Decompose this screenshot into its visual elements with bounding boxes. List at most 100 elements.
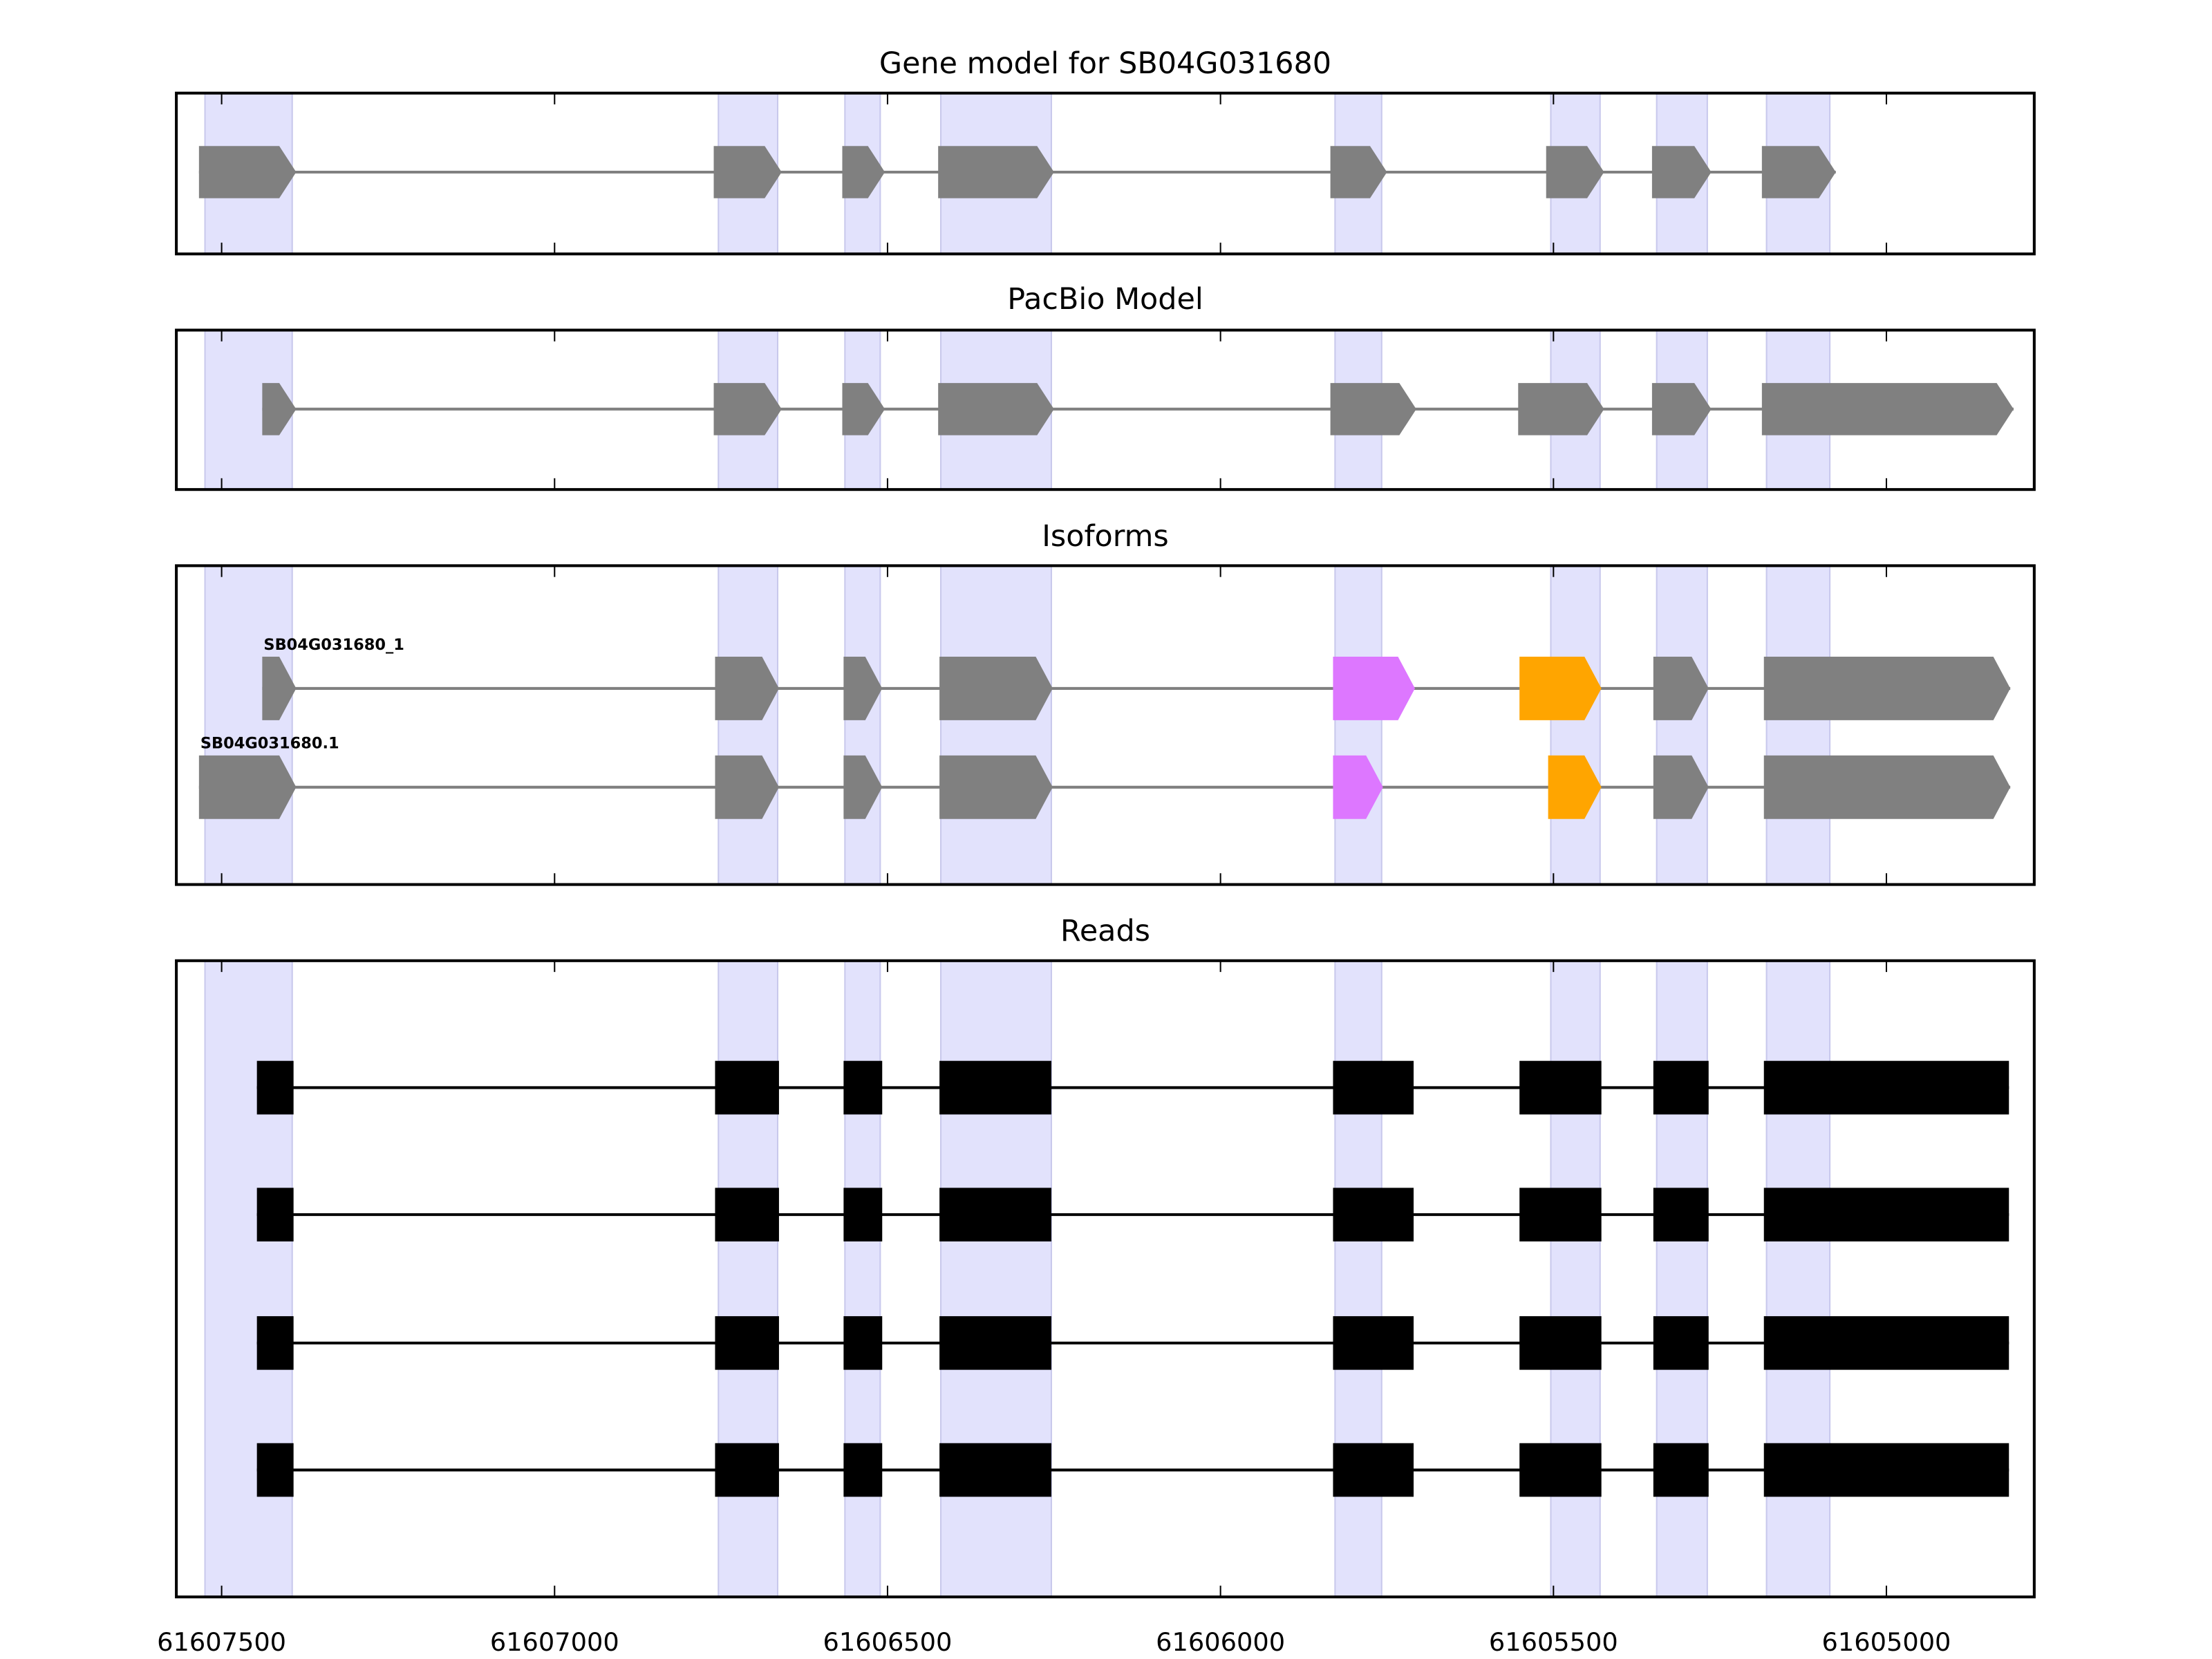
exon-arrow (715, 657, 779, 720)
read-exon (1519, 1060, 1602, 1115)
read-exon (1333, 1188, 1414, 1241)
read-exon (939, 1316, 1051, 1370)
panel-frame (175, 91, 2036, 256)
panel-1: Gene model for SB04G031680 (175, 46, 2036, 256)
exon-arrow (1651, 383, 1712, 435)
track-2: SB04G031680.1 (198, 735, 2011, 819)
x-tick-label: 61606500 (823, 1627, 953, 1657)
shaded-exon-region (940, 565, 1052, 885)
read-exon (1763, 1060, 2009, 1115)
read-exon (939, 1060, 1051, 1115)
read-exon (843, 1188, 883, 1241)
read-exon (1519, 1188, 1602, 1241)
read-exon (1519, 1443, 1602, 1497)
shaded-exon-region (1334, 565, 1382, 885)
read-exon (939, 1443, 1051, 1497)
read-exon (715, 1443, 779, 1497)
exon-arrow (843, 657, 883, 720)
read-exon (1763, 1188, 2009, 1241)
read-exon (256, 1443, 294, 1497)
track-1 (256, 1060, 2009, 1115)
panel-2: PacBio Model (175, 282, 2036, 491)
shaded-exon-region (1550, 959, 1601, 1598)
exon-arrow (1761, 383, 2014, 435)
read-exon (843, 1443, 883, 1497)
read-exon (1653, 1443, 1709, 1497)
x-tick-label: 61605000 (1822, 1627, 1951, 1657)
shaded-exon-region (1334, 959, 1382, 1598)
exon-arrow (938, 383, 1054, 435)
x-tick-label: 61606000 (1156, 1627, 1285, 1657)
exon-arrow (1763, 755, 2011, 819)
exon-arrow (1546, 146, 1604, 198)
exon-arrow (1330, 146, 1387, 198)
exon-arrow (842, 383, 885, 435)
read-exon (256, 1060, 294, 1115)
read-exon (939, 1188, 1051, 1241)
exon-arrow (1333, 657, 1415, 720)
shaded-exon-region (1765, 959, 1831, 1598)
exon-arrow (713, 383, 782, 435)
shaded-exon-region (718, 959, 779, 1598)
exon-arrow (262, 383, 297, 435)
read-exon (256, 1316, 294, 1370)
track-1: SB04G031680_1 (262, 636, 2011, 720)
exon-arrow (198, 755, 297, 819)
shaded-exon-region (718, 565, 779, 885)
panel-title: Reads (1060, 914, 1150, 948)
shaded-exon-region (204, 959, 293, 1598)
track-4 (256, 1443, 2009, 1497)
read-exon (1333, 1060, 1414, 1115)
exon-arrow (262, 657, 297, 720)
exon-arrow (1330, 383, 1416, 435)
panel-frame (175, 959, 2036, 1599)
shaded-exon-region (844, 959, 881, 1598)
panel-frame (175, 564, 2036, 886)
read-exon (843, 1060, 883, 1115)
read-exon (1653, 1316, 1709, 1370)
exon-arrow (1333, 755, 1383, 819)
shaded-exon-region (1550, 565, 1601, 885)
isoform-label: SB04G031680_1 (263, 636, 404, 654)
exon-arrow (1763, 657, 2011, 720)
exon-arrow (1761, 146, 1836, 198)
exon-arrow (198, 146, 297, 198)
read-exon (256, 1188, 294, 1241)
shaded-exon-region (204, 565, 293, 885)
track-2 (256, 1188, 2009, 1241)
read-exon (715, 1188, 779, 1241)
shaded-exon-region (844, 565, 881, 885)
read-exon (715, 1316, 779, 1370)
exon-arrow (842, 146, 885, 198)
read-exon (1333, 1316, 1414, 1370)
panel-title: Isoforms (1042, 519, 1168, 554)
exon-arrow (939, 755, 1053, 819)
exon-arrow (1653, 755, 1709, 819)
read-exon (843, 1316, 883, 1370)
track-1 (262, 383, 2014, 435)
exon-arrow (713, 146, 782, 198)
exon-arrow (1519, 657, 1602, 720)
read-exon (1763, 1316, 2009, 1370)
panel-3: Isoforms SB04G031680_1 SB04G031680.1 (175, 519, 2036, 886)
panel-title: PacBio Model (1007, 282, 1203, 317)
x-tick-label: 61607000 (490, 1627, 619, 1657)
read-exon (1519, 1316, 1602, 1370)
exon-arrow (938, 146, 1054, 198)
track-3 (256, 1316, 2009, 1370)
read-exon (1763, 1443, 2009, 1497)
exon-arrow (715, 755, 779, 819)
panel-title: Gene model for SB04G031680 (879, 46, 1331, 81)
shaded-exon-region (940, 959, 1052, 1598)
shaded-exon-region (1656, 959, 1708, 1598)
x-tick-label: 61607500 (157, 1627, 286, 1657)
panel-4: Reads (175, 914, 2036, 1599)
shaded-exon-region (1656, 565, 1708, 885)
x-tick-label: 61605500 (1489, 1627, 1618, 1657)
read-exon (1653, 1060, 1709, 1115)
isoform-label: SB04G031680.1 (200, 735, 339, 753)
exon-arrow (1518, 383, 1604, 435)
exon-arrow (1548, 755, 1602, 819)
track-1 (198, 146, 1836, 198)
read-exon (715, 1060, 779, 1115)
